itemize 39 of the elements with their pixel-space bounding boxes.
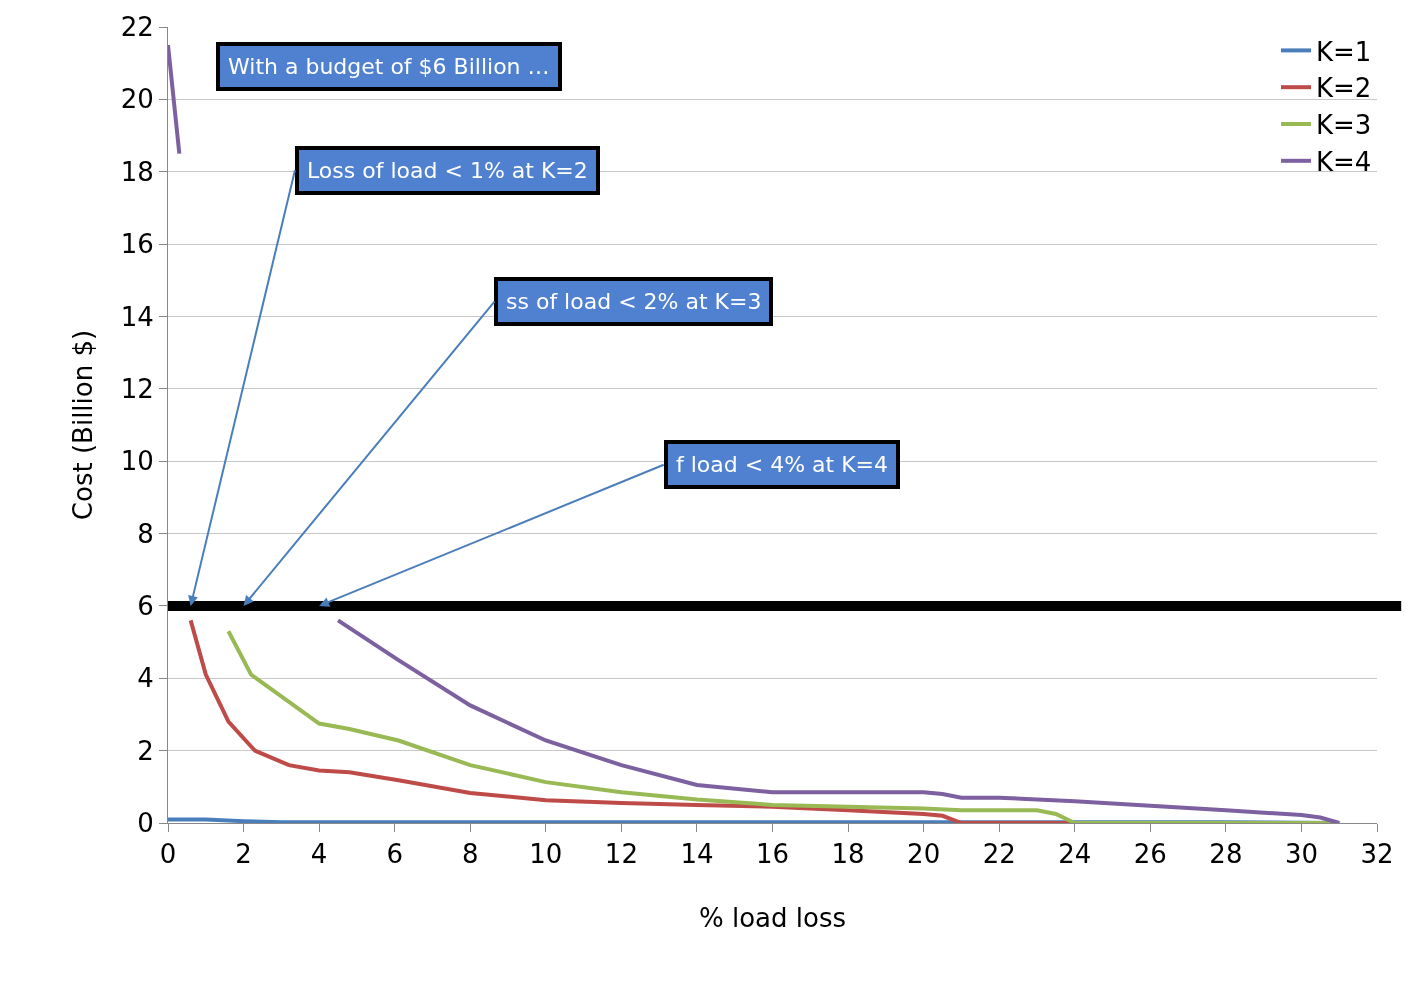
- y-tick-label: 10: [120, 446, 154, 477]
- x-tick-label: 8: [461, 839, 479, 870]
- x-tick-label: 24: [1058, 839, 1092, 870]
- legend-label: K=4: [1316, 146, 1372, 177]
- x-tick-label: 22: [982, 839, 1016, 870]
- annotation: Loss of load < 1% at K=2: [307, 158, 588, 183]
- x-tick-label: 0: [159, 839, 177, 870]
- y-tick-label: 12: [120, 373, 154, 404]
- y-tick-label: 18: [120, 156, 154, 187]
- y-tick-label: 8: [137, 518, 154, 549]
- y-axis-title: Cost (Billion $): [68, 329, 99, 521]
- x-tick-label: 30: [1284, 839, 1318, 870]
- x-tick-label: 4: [310, 839, 328, 870]
- y-tick-label: 6: [137, 591, 154, 622]
- x-axis-title: % load loss: [698, 902, 847, 933]
- y-tick-label: 4: [137, 663, 154, 694]
- y-tick-label: 22: [120, 12, 154, 43]
- y-tick-label: 2: [137, 735, 154, 766]
- x-tick-label: 18: [831, 839, 865, 870]
- x-tick-label: 14: [680, 839, 714, 870]
- annotation: With a budget of $6 Billion …: [228, 54, 550, 79]
- annotation: ss of load < 2% at K=3: [506, 289, 762, 314]
- x-tick-label: 16: [755, 839, 790, 870]
- x-tick-label: 10: [529, 839, 563, 870]
- y-tick-label: 20: [120, 84, 154, 115]
- annotation: f load < 4% at K=4: [676, 452, 889, 477]
- x-tick-label: 20: [907, 839, 941, 870]
- x-tick-label: 6: [386, 839, 403, 870]
- x-tick-label: 2: [235, 839, 252, 870]
- legend-label: K=2: [1316, 73, 1372, 104]
- legend-label: K=3: [1316, 110, 1372, 141]
- x-tick-label: 12: [604, 839, 638, 870]
- x-tick-label: 28: [1209, 839, 1243, 870]
- x-tick-label: 26: [1133, 839, 1167, 870]
- y-tick-label: 16: [120, 229, 154, 260]
- legend-label: K=1: [1316, 36, 1372, 67]
- y-tick-label: 14: [120, 301, 154, 332]
- y-tick-label: 0: [137, 808, 154, 839]
- x-tick-label: 32: [1360, 839, 1394, 870]
